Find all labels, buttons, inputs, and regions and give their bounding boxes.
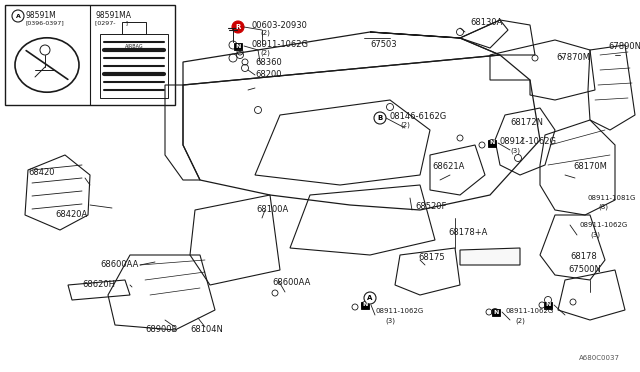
Text: 08911-1062G: 08911-1062G: [505, 308, 553, 314]
Polygon shape: [460, 248, 520, 265]
FancyBboxPatch shape: [361, 301, 369, 308]
FancyBboxPatch shape: [234, 42, 242, 49]
Text: 68420: 68420: [28, 168, 54, 177]
Text: 68900B: 68900B: [145, 325, 177, 334]
Text: 68600AA: 68600AA: [100, 260, 138, 269]
Text: 68520F: 68520F: [415, 202, 446, 211]
Text: (8): (8): [598, 204, 608, 211]
Text: 68104N: 68104N: [190, 325, 223, 334]
Text: A: A: [15, 13, 20, 19]
Text: N: N: [493, 310, 499, 314]
Text: 08911-1062G: 08911-1062G: [375, 308, 423, 314]
Text: 08911-1062G: 08911-1062G: [500, 137, 557, 146]
Text: (3): (3): [590, 231, 600, 237]
Circle shape: [232, 21, 244, 33]
Text: 68178: 68178: [570, 252, 596, 261]
Text: 67500N: 67500N: [568, 265, 601, 274]
FancyBboxPatch shape: [492, 308, 500, 315]
Circle shape: [374, 112, 386, 124]
Text: [0396-0397]: [0396-0397]: [26, 20, 65, 25]
Text: 68620H: 68620H: [82, 280, 115, 289]
Text: (2): (2): [260, 30, 270, 36]
Text: 98591M: 98591M: [26, 11, 57, 20]
Text: (3): (3): [385, 317, 395, 324]
Text: (2): (2): [400, 121, 410, 128]
Text: (2): (2): [260, 49, 270, 55]
Text: AIRBAG: AIRBAG: [125, 44, 143, 49]
Text: 68621A: 68621A: [432, 162, 465, 171]
Text: 08146-6162G: 08146-6162G: [390, 112, 447, 121]
FancyBboxPatch shape: [488, 140, 496, 147]
Text: A: A: [367, 295, 372, 301]
Text: 67503: 67503: [370, 40, 397, 49]
Text: N: N: [545, 302, 550, 308]
Text: 68100A: 68100A: [256, 205, 288, 214]
Text: (2): (2): [515, 317, 525, 324]
Text: 68172N: 68172N: [510, 118, 543, 127]
Text: 08911-1081G: 08911-1081G: [588, 195, 636, 201]
Text: 67890N: 67890N: [608, 42, 640, 51]
Text: [0297-     ]: [0297- ]: [95, 20, 128, 25]
Text: N: N: [236, 44, 241, 48]
Text: A680C0037: A680C0037: [579, 355, 620, 361]
Text: 00603-20930: 00603-20930: [252, 21, 308, 30]
Text: 67870M: 67870M: [556, 53, 590, 62]
Text: 68600AA: 68600AA: [272, 278, 310, 287]
Text: 68130A: 68130A: [470, 18, 502, 27]
Text: 98591MA: 98591MA: [95, 11, 131, 20]
Text: 68178+A: 68178+A: [448, 228, 488, 237]
Text: 68200: 68200: [255, 70, 282, 79]
Text: 68170M: 68170M: [573, 162, 607, 171]
Text: 68360: 68360: [255, 58, 282, 67]
Text: B: B: [378, 115, 383, 121]
Text: N: N: [490, 141, 495, 145]
Text: 08911-1062G: 08911-1062G: [580, 222, 628, 228]
Text: 68420A: 68420A: [55, 210, 87, 219]
Text: R: R: [236, 24, 241, 30]
Text: 68175: 68175: [418, 253, 445, 262]
Circle shape: [12, 10, 24, 22]
Text: N: N: [362, 302, 368, 308]
Text: 08911-1062G: 08911-1062G: [252, 40, 309, 49]
Circle shape: [364, 292, 376, 304]
Text: (3): (3): [510, 147, 520, 154]
FancyBboxPatch shape: [544, 301, 552, 308]
